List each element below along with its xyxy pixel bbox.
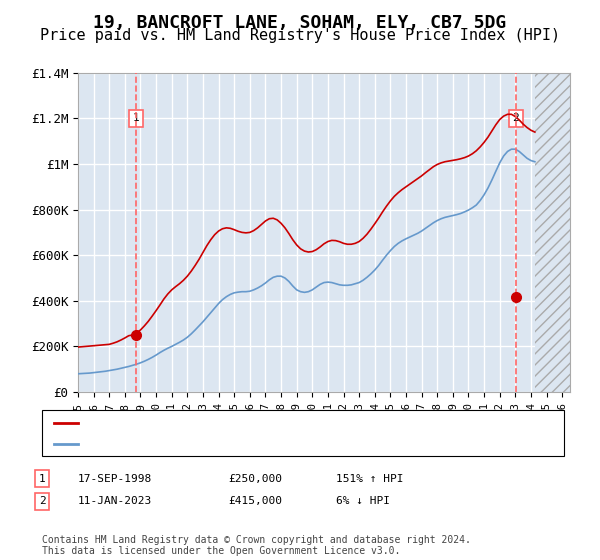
Text: 2: 2 (512, 114, 519, 123)
Text: 19, BANCROFT LANE, SOHAM, ELY, CB7 5DG: 19, BANCROFT LANE, SOHAM, ELY, CB7 5DG (94, 14, 506, 32)
Text: 11-JAN-2023: 11-JAN-2023 (78, 496, 152, 506)
Text: 1: 1 (38, 474, 46, 484)
Text: £415,000: £415,000 (228, 496, 282, 506)
Text: Contains HM Land Registry data © Crown copyright and database right 2024.
This d: Contains HM Land Registry data © Crown c… (42, 535, 471, 557)
Text: 17-SEP-1998: 17-SEP-1998 (78, 474, 152, 484)
Text: 6% ↓ HPI: 6% ↓ HPI (336, 496, 390, 506)
Text: 151% ↑ HPI: 151% ↑ HPI (336, 474, 404, 484)
Bar (535, 73, 570, 392)
Text: £250,000: £250,000 (228, 474, 282, 484)
Text: HPI: Average price, detached house, East Cambridgeshire: HPI: Average price, detached house, East… (84, 438, 455, 449)
Text: 2: 2 (38, 496, 46, 506)
Text: Price paid vs. HM Land Registry's House Price Index (HPI): Price paid vs. HM Land Registry's House … (40, 28, 560, 43)
Text: 1: 1 (133, 114, 139, 123)
Text: 19, BANCROFT LANE, SOHAM, ELY, CB7 5DG (detached house): 19, BANCROFT LANE, SOHAM, ELY, CB7 5DG (… (84, 418, 455, 428)
